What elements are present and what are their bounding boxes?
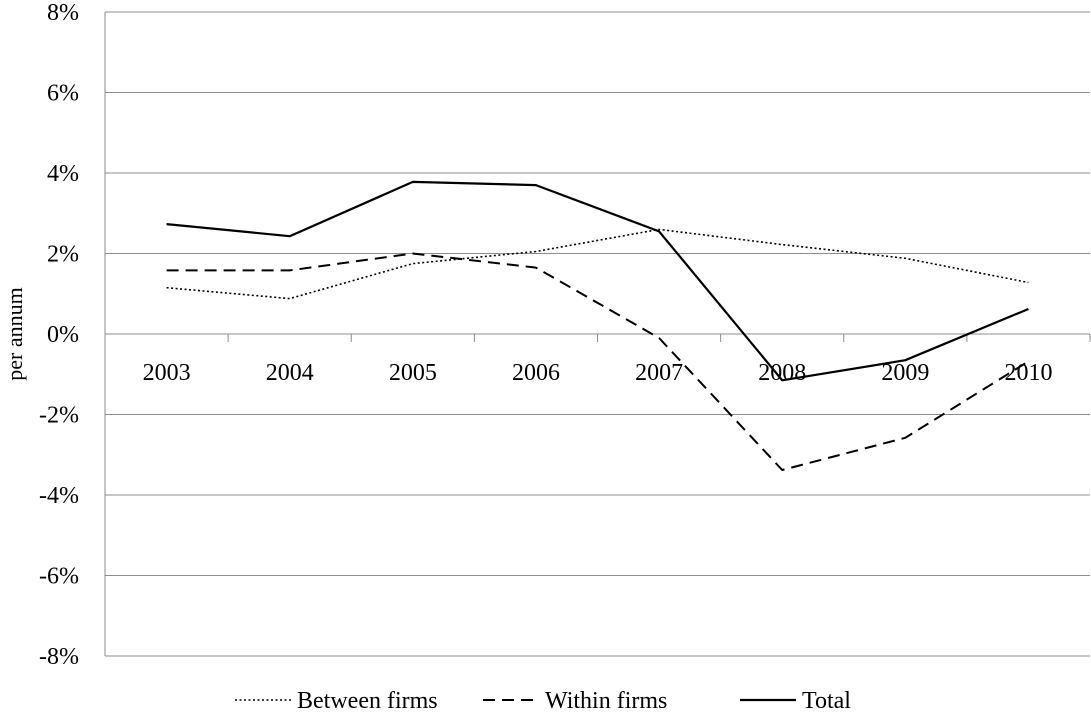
y-tick-label: 8%	[47, 0, 79, 26]
series-line-between-firms	[166, 228, 1029, 300]
legend-label: Total	[802, 688, 851, 714]
x-tick-label: 2009	[881, 360, 929, 386]
x-tick-label: 2007	[635, 360, 683, 386]
series-lines	[166, 180, 1029, 471]
y-tick-label: 6%	[47, 81, 79, 107]
y-tick-label: -2%	[39, 403, 79, 429]
y-tick-label: -6%	[39, 564, 79, 590]
y-tick-label: -8%	[39, 644, 79, 670]
y-tick-label: 2%	[47, 242, 79, 268]
legend: Between firms Within firms Total	[235, 688, 851, 714]
x-tick-label: 2008	[758, 360, 806, 386]
y-tick-label: 0%	[47, 322, 79, 348]
legend-label: Between firms	[297, 688, 438, 714]
x-tick-label: 2006	[512, 360, 560, 386]
x-tick-label: 2010	[1004, 360, 1052, 386]
y-tick-label: -4%	[39, 483, 79, 509]
x-tick-label: 2003	[143, 360, 191, 386]
x-tick-label: 2005	[389, 360, 437, 386]
y-tick-label: 4%	[47, 161, 79, 187]
x-axis-tick-labels: 2003 2004 2005 2006 2007 2008 2009 2010	[143, 360, 1053, 386]
x-tick-label: 2004	[266, 360, 314, 386]
legend-label: Within firms	[545, 688, 667, 714]
axes	[104, 12, 1091, 656]
series-line-total	[166, 180, 1029, 382]
series-line-within-firms	[166, 252, 1029, 471]
y-axis-tick-labels: 8% 6% 4% 2% 0% -2% -4% -6% -8%	[39, 0, 79, 670]
y-axis-title: per annum	[2, 287, 27, 380]
